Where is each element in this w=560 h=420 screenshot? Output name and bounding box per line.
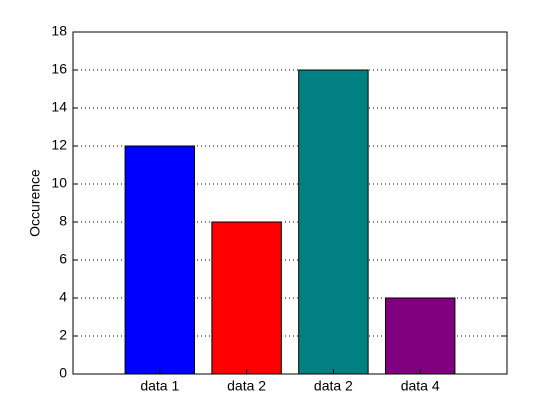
y-tick-label: 8 bbox=[59, 213, 67, 229]
y-tick-label: 4 bbox=[59, 289, 67, 305]
y-tick-label: 6 bbox=[59, 251, 67, 267]
x-tick-label: data 1 bbox=[140, 378, 179, 394]
y-tick-label: 12 bbox=[51, 137, 67, 153]
bar bbox=[211, 221, 282, 375]
bar bbox=[298, 69, 369, 375]
bar bbox=[384, 297, 456, 375]
y-tick-label: 16 bbox=[51, 61, 67, 77]
x-tick-label: data 4 bbox=[401, 378, 440, 394]
y-axis-label: Occurence bbox=[27, 169, 43, 237]
bar bbox=[124, 145, 196, 375]
y-tick-label: 18 bbox=[51, 23, 67, 39]
x-tick-label: data 2 bbox=[314, 378, 353, 394]
axes-box bbox=[72, 31, 508, 375]
x-tick-label: data 2 bbox=[227, 378, 266, 394]
y-tick-label: 14 bbox=[51, 99, 67, 115]
y-tick-label: 2 bbox=[59, 327, 67, 343]
y-tick-label: 0 bbox=[59, 365, 67, 381]
y-tick-label: 10 bbox=[51, 175, 67, 191]
